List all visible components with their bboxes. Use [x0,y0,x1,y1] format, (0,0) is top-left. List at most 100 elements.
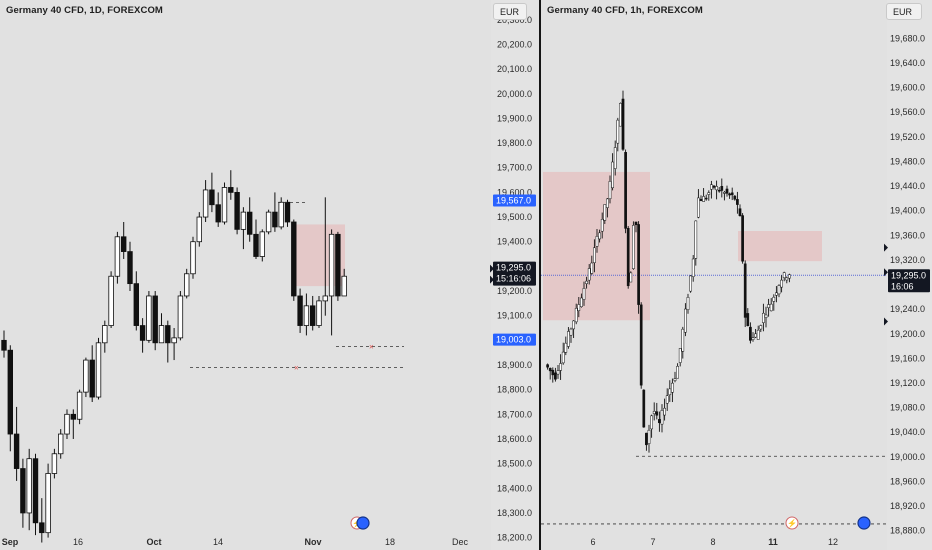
bear-candle [152,295,158,344]
price-tick-label: 19,120.0 [890,378,925,388]
bear-candle [730,192,734,196]
price-tick-label: 19,700.0 [497,163,532,173]
bull-candle [593,247,596,263]
bull-candle [665,395,669,404]
bull-candle [595,236,599,247]
bear-candle [215,204,221,223]
lightning-icon[interactable] [785,516,799,530]
current-price-tag [888,269,930,293]
bull-candle [26,458,32,514]
bull-candle [572,320,575,330]
bear-candle [246,211,253,235]
bull-candle [619,103,622,127]
price-tick-label: 19,100.0 [497,311,532,321]
bear-candle [20,468,26,514]
bull-candle [316,300,322,326]
price-tick-label: 19,440.0 [890,181,925,191]
bull-candle [171,337,177,344]
bull-candle [83,359,89,393]
bull-candle [673,378,677,381]
bear-candle [658,419,661,424]
time-tick-label: Nov [304,537,321,547]
price-tick-label: 19,040.0 [890,427,925,437]
price-tick-label: 18,960.0 [890,476,925,486]
bull-candle [577,304,581,311]
bull-candle [613,147,617,169]
price-tick-label: 18,300.0 [497,508,532,518]
bull-candle [660,410,664,425]
bull-candle [567,331,570,347]
bear-candle [704,197,708,200]
bull-candle [780,279,783,288]
bear-candle [139,325,146,341]
lightning-icon-glyph: ⚡ [787,518,797,528]
price-tick-label: 19,500.0 [497,212,532,222]
left-chart-title: Germany 40 CFD, 1D, FOREXCOM [6,5,163,16]
bear-candle [121,236,127,252]
left-chart-canvas[interactable]: ××20,300.020,200.020,100.020,000.019,900… [0,0,539,550]
time-tick-label: 18 [385,537,395,547]
price-tick-label: 19,320.0 [890,255,925,265]
price-tick-label: 19,480.0 [890,156,925,166]
bull-candle [76,391,83,420]
bull-candle [146,295,152,341]
time-tick-label: Oct [146,537,161,547]
bull-candle [580,297,583,308]
time-tick-label: 6 [590,537,595,547]
bear-candle [39,522,45,534]
price-tick-label: 19,900.0 [497,113,532,123]
right-currency-button[interactable]: EUR [886,3,922,20]
bull-candle [303,305,310,326]
bear-candle [554,372,557,380]
bear-candle [624,152,627,229]
bull-candle [756,329,760,340]
globe-icon[interactable] [356,516,370,530]
bear-candle [733,195,737,200]
bear-candle [548,367,552,372]
x-marker: × [369,343,374,352]
globe-icon[interactable] [857,516,871,530]
price-tick-label: 19,080.0 [890,403,925,413]
bull-candle [702,196,705,202]
price-tick-label: 19,400.0 [497,237,532,247]
bull-candle [754,333,757,338]
price-tick-label: 19,560.0 [890,107,925,117]
bull-candle [158,325,165,344]
bull-candle [606,198,609,208]
bear-candle [699,198,703,202]
bull-candle [652,411,656,415]
price-tick-label: 19,240.0 [890,304,925,314]
left-currency-button[interactable]: EUR [493,3,527,20]
bull-candle [759,325,763,330]
bear-candle [1,339,7,351]
current-price-text: 19,295.0 [891,270,926,280]
current-price-text: 19,295.0 [496,263,531,273]
bull-candle [689,275,692,292]
price-tick-label: 18,400.0 [497,483,532,493]
left-chart-pane[interactable]: ××20,300.020,200.020,100.020,000.019,900… [0,0,539,550]
bear-candle [291,221,297,297]
supply-zone-right [738,231,822,262]
bear-candle [297,295,303,326]
time-tick-label: Sep [2,537,19,547]
time-tick-label: 7 [650,537,655,547]
price-tick-label: 19,200.0 [497,286,532,296]
bull-candle [707,192,711,195]
right-chart-canvas[interactable]: 19,680.0 19,640.0 19,600.0 19,560.0 19,520.0… [541,0,932,550]
bull-candle [684,308,687,333]
bull-candle [585,280,588,284]
bear-candle [165,325,171,344]
bull-candle [559,363,562,371]
bull-candle [769,303,773,312]
bull-candle [788,274,791,279]
pane-divider[interactable] [539,0,541,550]
bear-candle [717,189,721,192]
bull-candle [102,325,108,344]
countdown-text: 15:16:06 [496,274,531,284]
bull-candle [647,429,651,444]
bear-candle [738,208,742,217]
price-tick-label: 19,800.0 [497,138,532,148]
bear-candle [637,224,640,305]
bull-candle [681,328,685,352]
right-chart-pane[interactable]: 19,680.0 19,640.0 19,600.0 19,560.0 19,520.0… [541,0,932,550]
